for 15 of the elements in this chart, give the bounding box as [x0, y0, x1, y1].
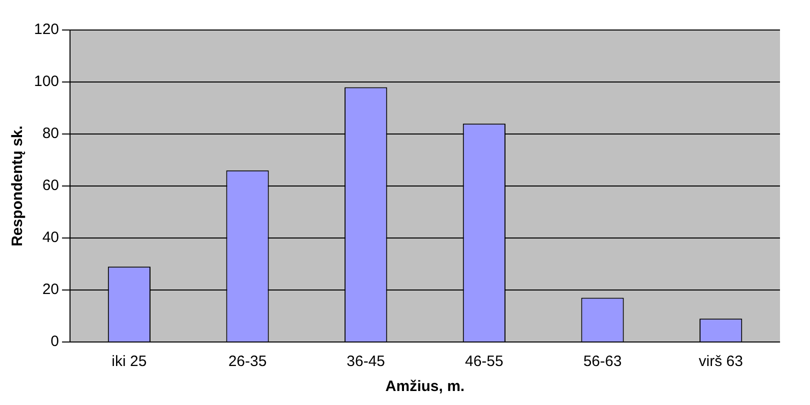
y-tick-label: 0 [50, 333, 60, 350]
y-tick-label: 120 [34, 21, 60, 38]
y-tick-label: 80 [42, 125, 60, 142]
x-axis-title: Amžius, m. [385, 378, 465, 396]
x-tick-label: iki 25 [112, 353, 147, 370]
y-tick-label: 40 [42, 229, 60, 246]
x-tick-label: 56-63 [583, 353, 622, 370]
y-tick-label: 20 [42, 281, 60, 298]
x-tick-label: virš 63 [698, 353, 743, 370]
y-axis-title: Respondentų sk. [9, 126, 26, 246]
y-tick-label: 60 [42, 177, 60, 194]
x-tick-label: 46-55 [464, 353, 504, 370]
y-tick-label: 100 [34, 73, 60, 90]
x-tick-label: 26-35 [228, 353, 267, 370]
x-tick-label: 36-45 [346, 353, 386, 370]
